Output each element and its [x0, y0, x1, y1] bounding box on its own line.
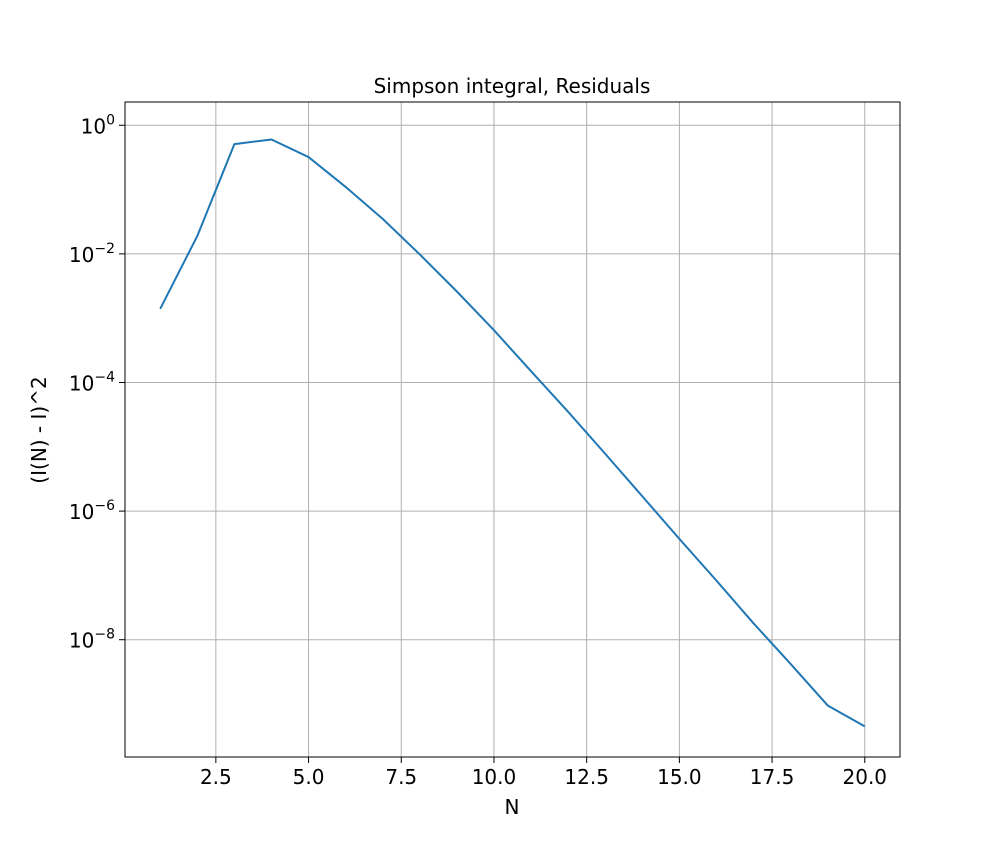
- plot-series: [159, 138, 866, 728]
- y-tick-label: 10−2: [69, 241, 115, 267]
- y-axis-label: (I(N) - I)^2: [27, 376, 51, 483]
- x-axis-label: N: [505, 795, 520, 819]
- y-tick-label: 10−6: [69, 498, 115, 524]
- y-tick-label: 100: [81, 112, 115, 138]
- y-axis-ticks: 100 10−2 10−4 10−6 10−8: [69, 112, 125, 653]
- series-line: [159, 138, 866, 728]
- x-tick-label: 12.5: [564, 765, 609, 789]
- y-tick-label: 10−8: [69, 627, 115, 653]
- chart-title: Simpson integral, Residuals: [374, 74, 651, 98]
- x-tick-label: 17.5: [750, 765, 795, 789]
- x-axis-ticks: 2.5 5.0 7.5 10.0 12.5 15.0 17.5 20.0: [200, 757, 887, 789]
- y-tick-label: 10−4: [69, 369, 115, 395]
- x-tick-label: 2.5: [200, 765, 232, 789]
- x-tick-label: 15.0: [657, 765, 702, 789]
- grid-lines: [125, 102, 900, 757]
- x-tick-label: 10.0: [472, 765, 517, 789]
- x-tick-label: 5.0: [293, 765, 325, 789]
- x-tick-label: 20.0: [843, 765, 888, 789]
- x-tick-label: 7.5: [385, 765, 417, 789]
- axes-frame: [124, 101, 901, 758]
